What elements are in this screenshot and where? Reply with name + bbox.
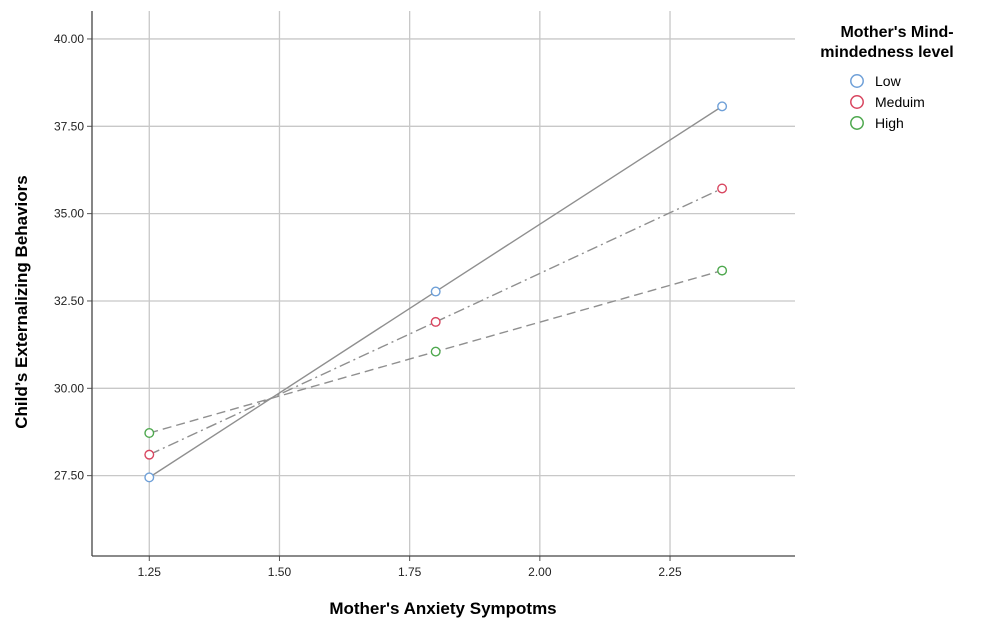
legend-title-line-1: Mother's Mind-: [840, 24, 953, 41]
legend-label-high: High: [875, 115, 904, 131]
legend-marker-high: [851, 117, 863, 129]
y-tick-label: 30.00: [54, 381, 84, 395]
legend-marker-low: [851, 75, 863, 87]
legend-label-meduim: Meduim: [875, 94, 925, 110]
point-low: [145, 473, 154, 482]
y-tick-label: 35.00: [54, 207, 84, 221]
point-high: [145, 429, 154, 438]
gridlines: [92, 11, 795, 556]
point-high: [718, 266, 727, 275]
x-tick-label: 2.25: [658, 565, 682, 579]
point-high: [431, 347, 440, 356]
x-tick-label: 1.25: [138, 565, 162, 579]
legend-label-low: Low: [875, 73, 902, 89]
point-meduim: [718, 184, 727, 193]
x-tick-labels: 1.25 1.50 1.75 2.00 2.25: [138, 565, 682, 579]
y-tick-label: 37.50: [54, 119, 84, 133]
y-tick-label: 40.00: [54, 32, 84, 46]
point-meduim: [145, 450, 154, 459]
point-low: [431, 287, 440, 296]
legend-marker-meduim: [851, 96, 863, 108]
y-axis-title: Child’s Externalizing Behaviors: [12, 175, 31, 429]
y-tick-label: 32.50: [54, 294, 84, 308]
x-tick-label: 1.75: [398, 565, 422, 579]
x-axis-title: Mother's Anxiety Sympotms: [329, 599, 556, 618]
x-tick-label: 1.50: [268, 565, 292, 579]
point-low: [718, 102, 727, 111]
legend: Mother's Mind- mindedness level Low Medui…: [820, 24, 953, 131]
legend-title-line-2: mindedness level: [820, 44, 953, 61]
point-meduim: [431, 318, 440, 327]
axes: [87, 11, 795, 561]
x-tick-label: 2.00: [528, 565, 552, 579]
data-points: [145, 102, 726, 482]
y-tick-labels: 27.50 30.00 32.50 35.00 37.50 40.00: [54, 32, 84, 483]
y-tick-label: 27.50: [54, 469, 84, 483]
